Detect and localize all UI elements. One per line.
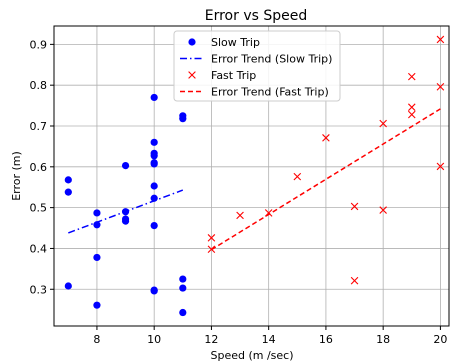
x-axis-ticks: 8 10 12 14 16 18 20 (93, 326, 447, 346)
legend-label: Error Trend (Slow Trip) (211, 53, 332, 66)
slow-trip-point (150, 93, 158, 102)
slow-trip-point (179, 275, 187, 283)
slow-trip-point (93, 253, 101, 262)
legend-label: Fast Trip (211, 69, 256, 82)
fast-trip-point (350, 276, 359, 285)
x-tick-label: 18 (376, 333, 390, 346)
plot-frame (53, 25, 450, 327)
y-tick-label: 0.4 (30, 242, 48, 255)
fast-trip-point (408, 72, 416, 81)
legend-box (173, 30, 341, 102)
y-tick-label: 0.3 (30, 283, 48, 296)
fast-trip-point (207, 234, 216, 242)
slow-trip-point (64, 176, 72, 184)
legend-label: Error Trend (Fast Trip) (211, 86, 329, 99)
x-axis-label: Speed (m /sec) (210, 349, 293, 362)
fast-trip-point (322, 134, 330, 142)
x-tick-label: 8 (93, 333, 100, 346)
slow-trip-point (150, 160, 158, 168)
slow-trip-point (179, 308, 187, 317)
slow-trip-point (150, 182, 158, 190)
fast-trip-point (379, 119, 387, 128)
slow-trip-point (150, 138, 158, 146)
slow-trip-point (93, 221, 101, 229)
slow-trip-point (121, 217, 130, 225)
fast-trip-point (350, 202, 359, 211)
fast-trip-point (408, 110, 416, 119)
y-tick-label: 0.9 (30, 38, 48, 51)
fast-trip-point (293, 172, 302, 181)
y-axis-ticks: 0.3 0.4 0.5 0.6 0.7 0.8 0.9 (30, 38, 54, 296)
slow-trip-point (150, 287, 158, 295)
x-tick-label: 16 (319, 333, 333, 346)
slow-trip-point (150, 152, 158, 160)
fast-trip-point (436, 83, 445, 91)
x-tick-label: 20 (433, 333, 447, 346)
slow-trip-point (179, 115, 187, 123)
slow-trip-point (93, 301, 101, 309)
legend: Slow Trip Error Trend (Slow Trip) Fast Tri… (173, 30, 341, 102)
y-axis-label: Error (m) (10, 151, 23, 201)
y-tick-label: 0.7 (30, 120, 48, 133)
slow-trip-point (93, 209, 101, 217)
fast-trip-point (436, 35, 445, 44)
trend-line-3 (211, 108, 441, 251)
slow-trip-point (64, 282, 72, 290)
y-tick-label: 0.6 (30, 161, 48, 174)
x-tick-label: 10 (147, 333, 161, 346)
chart-title: Error vs Speed (205, 8, 308, 24)
slow-trip-point (64, 188, 72, 196)
trend-line-1 (68, 189, 184, 234)
legend-label: Slow Trip (211, 36, 260, 49)
slow-trip-point (179, 284, 187, 292)
y-tick-label: 0.8 (30, 79, 48, 92)
x-tick-label: 12 (204, 333, 218, 346)
fast-trip-point (436, 162, 445, 171)
fast-trip-point (408, 103, 416, 112)
fast-trip-point (236, 211, 244, 220)
slow-trip-point (150, 221, 158, 230)
series-layer (64, 35, 445, 317)
legend-swatch (188, 71, 196, 79)
legend-swatch (188, 38, 196, 46)
fast-trip-point (379, 206, 387, 214)
slow-trip-point (121, 161, 130, 170)
x-tick-label: 14 (262, 333, 276, 346)
y-tick-label: 0.5 (30, 202, 48, 215)
